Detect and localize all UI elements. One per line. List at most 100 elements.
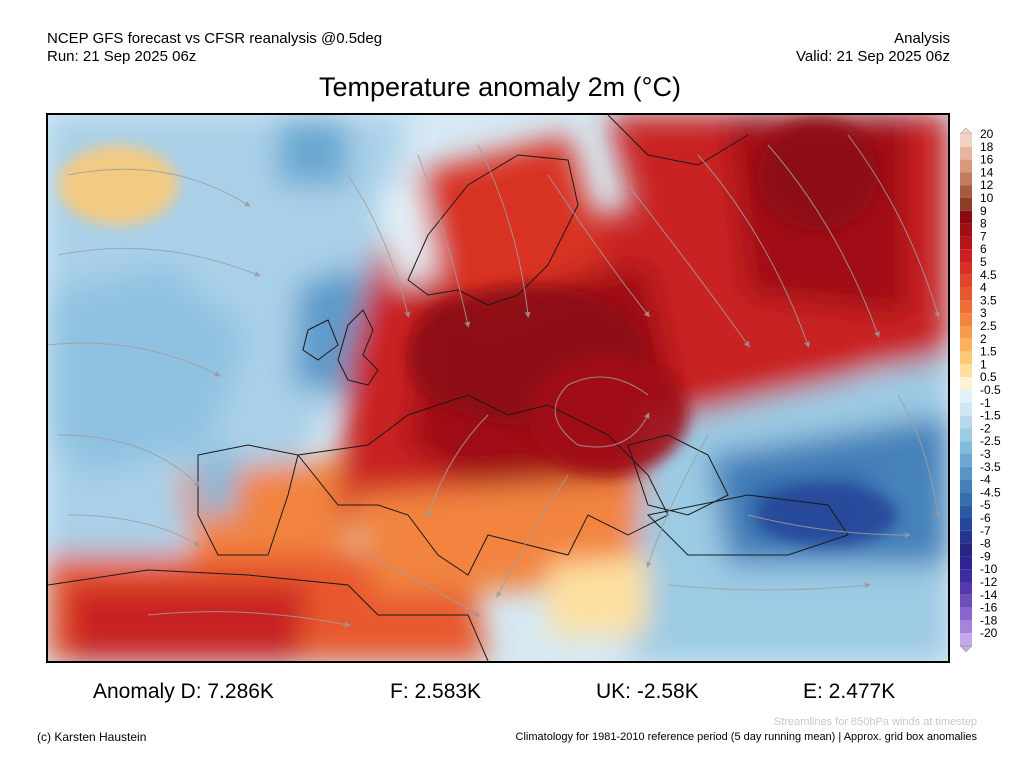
colorbar-graphic: 201816141210987654.543.532.521.510.5-0.5… (959, 127, 1001, 653)
model-description: NCEP GFS forecast vs CFSR reanalysis @0.… (47, 30, 383, 47)
colorbar-swatch (960, 326, 972, 339)
colorbar-label: 9 (980, 204, 987, 218)
colorbar-label: -5 (980, 498, 991, 512)
colorbar-label: -14 (980, 588, 998, 602)
colorbar-swatch (960, 530, 972, 544)
anomaly-e: E: 2.477K (803, 680, 896, 703)
colorbar-swatch (960, 633, 972, 646)
colorbar-swatch (960, 505, 972, 518)
anomaly-map-graphic (48, 115, 948, 661)
colorbar-label: 2.5 (980, 319, 997, 333)
streamline-note: Streamlines for 850hPa winds at timestep (774, 716, 977, 728)
analysis-label: Analysis (894, 30, 950, 47)
colorbar-label: -6 (980, 511, 991, 525)
colorbar-swatch (960, 518, 972, 531)
colorbar-label: 16 (980, 153, 994, 167)
colorbar-swatch (960, 274, 972, 288)
colorbar-label: -3.5 (980, 460, 1001, 474)
colorbar-swatch (960, 172, 972, 186)
colorbar-label: 7 (980, 229, 987, 243)
colorbar-swatch (960, 569, 972, 582)
colorbar-label: 1.5 (980, 345, 997, 359)
colorbar-label: 18 (980, 140, 994, 154)
colorbar-label: 3.5 (980, 293, 997, 307)
colorbar-label: 4.5 (980, 268, 997, 282)
colorbar-label: 10 (980, 191, 994, 205)
run-time: Run: 21 Sep 2025 06z (47, 48, 197, 65)
colorbar-swatch (960, 582, 972, 595)
anomaly-stats: Anomaly D: 7.286K F: 2.583K UK: -2.58K E… (0, 680, 1024, 706)
colorbar-label: -10 (980, 562, 998, 576)
colorbar-swatch (960, 351, 972, 365)
colorbar-label: 20 (980, 128, 994, 141)
colorbar-label: 4 (980, 281, 987, 295)
colorbar-label: -2.5 (980, 434, 1001, 448)
colorbar-label: -20 (980, 626, 998, 640)
colorbar-swatch (960, 134, 972, 147)
colorbar-swatch (960, 287, 972, 301)
colorbar-swatch (960, 262, 972, 275)
copyright: (c) Karsten Haustein (37, 730, 147, 744)
colorbar-swatch (960, 620, 972, 634)
colorbar-label: -4.5 (980, 485, 1001, 499)
colorbar-swatch (960, 364, 972, 378)
colorbar-label: -1.5 (980, 409, 1001, 423)
colorbar-label: -8 (980, 537, 991, 551)
colorbar-swatch (960, 313, 972, 326)
colorbar-label: 6 (980, 242, 987, 256)
colorbar-swatch (960, 479, 972, 493)
colorbar-swatch (960, 441, 972, 454)
colorbar-label: -3 (980, 447, 991, 461)
colorbar-swatch (960, 338, 972, 352)
colorbar-swatch (960, 210, 972, 224)
colorbar-label: -1 (980, 396, 991, 410)
anomaly-uk: UK: -2.58K (596, 680, 699, 703)
colorbar-swatch (960, 543, 972, 557)
colorbar-label: -12 (980, 575, 998, 589)
anomaly-d: Anomaly D: 7.286K (93, 680, 274, 703)
colorbar-label: -0.5 (980, 383, 1001, 397)
colorbar-bottom-arrow (959, 645, 973, 653)
map-title: Temperature anomaly 2m (°C) (319, 72, 681, 102)
colorbar-swatch (960, 454, 972, 467)
colorbar-label: -7 (980, 524, 991, 538)
colorbar-top-arrow (959, 127, 973, 135)
colorbar-swatch (960, 415, 972, 429)
colorbar-swatch (960, 146, 972, 160)
colorbar-swatch (960, 402, 972, 416)
colorbar-swatch (960, 428, 972, 442)
colorbar-swatch (960, 159, 972, 173)
colorbar-swatch (960, 607, 972, 621)
colorbar-label: 12 (980, 178, 994, 192)
colorbar-label: 8 (980, 217, 987, 231)
colorbar-swatch (960, 223, 972, 237)
colorbar-swatch (960, 249, 972, 262)
colorbar-swatch (960, 594, 972, 608)
anomaly-f: F: 2.583K (390, 680, 482, 703)
colorbar-swatch (960, 492, 972, 506)
colorbar-swatch (960, 390, 972, 403)
header-left: NCEP GFS forecast vs CFSR reanalysis @0.… (47, 30, 382, 66)
climatology-note: Climatology for 1981-2010 reference peri… (515, 731, 977, 743)
colorbar-label: 0.5 (980, 370, 997, 384)
colorbar-label: -16 (980, 601, 998, 615)
anomaly-map (46, 113, 950, 663)
valid-time: Valid: 21 Sep 2025 06z (795, 48, 950, 65)
colorbar-swatch (960, 466, 972, 480)
colorbar-label: -18 (980, 613, 998, 627)
colorbar: 20 18 16 14 12 10 9 8 7 6 5 4.5 4 3.5 3 2.5 2 1.5 1 0.5 -0.5… (958, 127, 1024, 653)
colorbar-swatch (960, 300, 972, 314)
colorbar-label: 3 (980, 306, 987, 320)
colorbar-label: -9 (980, 549, 991, 563)
colorbar-label: 2 (980, 332, 987, 346)
colorbar-swatch (960, 556, 972, 570)
colorbar-swatch (960, 377, 972, 390)
header-right: Analysis Valid: 21 Sep 2025 06z (796, 30, 950, 66)
colorbar-swatch (960, 185, 972, 198)
colorbar-label: -2 (980, 421, 991, 435)
colorbar-swatch (960, 198, 972, 211)
colorbar-label: -4 (980, 473, 991, 487)
colorbar-label: 5 (980, 255, 987, 269)
colorbar-label: 14 (980, 165, 994, 179)
colorbar-swatch (960, 236, 972, 250)
